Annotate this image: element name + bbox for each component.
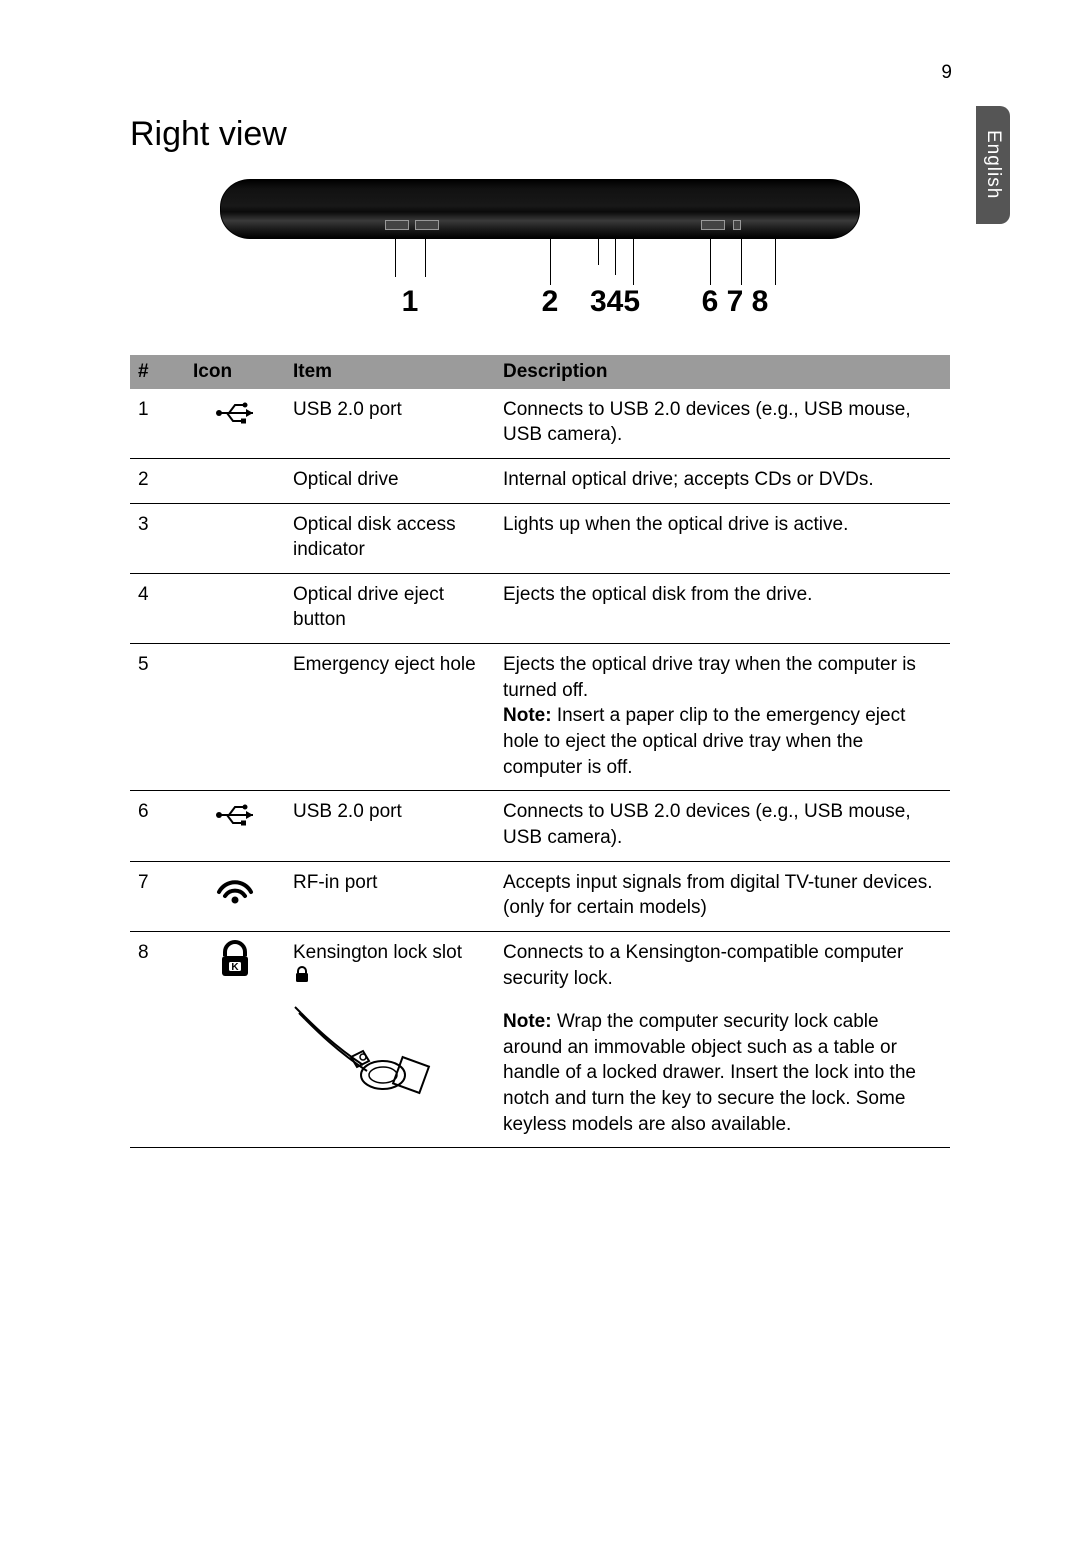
cell-icon-empty: [185, 503, 285, 573]
lock-cable-illustration: [293, 1005, 487, 1113]
cell-num: 4: [130, 573, 185, 643]
cell-num: 5: [130, 644, 185, 791]
callout-number: 2: [542, 285, 559, 319]
table-row: 4 Optical drive eject buttonEjects the op…: [130, 573, 950, 643]
callout-number: 345: [590, 285, 640, 319]
table-row: 3 Optical disk access indicatorLights up …: [130, 503, 950, 573]
callout-leader: [395, 239, 396, 277]
usb-icon: [185, 389, 285, 459]
callout-labels: 1 2 345 6 7 8: [220, 285, 860, 325]
cell-item: USB 2.0 port: [285, 389, 495, 459]
cell-num: 7: [130, 861, 185, 931]
cell-num: 1: [130, 389, 185, 459]
cell-desc: Internal optical drive; accepts CDs or D…: [495, 458, 950, 503]
right-view-diagram: 1 2 345 6 7 8: [220, 179, 860, 325]
table-row: 6 USB 2.0 portConnects to USB 2.0 devices…: [130, 791, 950, 861]
callout-leader: [615, 239, 616, 275]
table-row: 1 USB 2.0 portConnects to USB 2.0 devices…: [130, 389, 950, 459]
laptop-side-illustration: [220, 179, 860, 239]
cell-item: Kensington lock slot: [285, 931, 495, 1147]
cell-num: 8: [130, 931, 185, 1147]
ports-table: # Icon Item Description 1USB 2.0 portCon…: [130, 355, 950, 1148]
callout-number: 1: [402, 285, 419, 319]
cell-icon-empty: [185, 458, 285, 503]
port-marker: [415, 220, 439, 230]
cell-desc: Connects to USB 2.0 devices (e.g., USB m…: [495, 389, 950, 459]
port-marker: [733, 220, 741, 230]
header-num: #: [130, 355, 185, 389]
callout-leader: [741, 239, 742, 285]
header-desc: Description: [495, 355, 950, 389]
callout-leaders: [220, 239, 860, 285]
cell-item: RF-in port: [285, 861, 495, 931]
callout-leader: [710, 239, 711, 285]
cell-desc: Lights up when the optical drive is acti…: [495, 503, 950, 573]
cell-desc: Connects to a Kensington-compatible comp…: [495, 931, 950, 1147]
cell-num: 3: [130, 503, 185, 573]
language-tab: English: [976, 106, 1010, 224]
header-item: Item: [285, 355, 495, 389]
language-label: English: [982, 130, 1004, 199]
section-heading: Right view: [130, 115, 950, 154]
cell-num: 2: [130, 458, 185, 503]
table-header-row: # Icon Item Description: [130, 355, 950, 389]
callout-number: 6 7 8: [702, 285, 769, 319]
callout-leader: [425, 239, 426, 277]
cell-icon-empty: [185, 573, 285, 643]
lock-icon: [185, 931, 285, 1147]
table-row: 2 Optical driveInternal optical drive; ac…: [130, 458, 950, 503]
usb-icon: [185, 791, 285, 861]
cell-num: 6: [130, 791, 185, 861]
cell-desc: Connects to USB 2.0 devices (e.g., USB m…: [495, 791, 950, 861]
lock-small-icon: [293, 966, 311, 984]
cell-item: Emergency eject hole: [285, 644, 495, 791]
port-marker: [701, 220, 725, 230]
cell-item: Optical disk access indicator: [285, 503, 495, 573]
rf-icon: [185, 861, 285, 931]
header-icon: Icon: [185, 355, 285, 389]
callout-leader: [775, 239, 776, 285]
table-row: 7 RF-in portAccepts input signals from di…: [130, 861, 950, 931]
page-container: 9 English Right view 123456 7 8 # Icon I…: [0, 0, 1080, 1208]
port-marker: [385, 220, 409, 230]
cell-item: Optical drive: [285, 458, 495, 503]
cell-desc: Ejects the optical drive tray when the c…: [495, 644, 950, 791]
cell-item: USB 2.0 port: [285, 791, 495, 861]
table-row: 8 Kensington lock slotConnects to a Kensi…: [130, 931, 950, 1147]
cell-item: Optical drive eject button: [285, 573, 495, 643]
callout-leader: [550, 239, 551, 285]
callout-leader: [633, 239, 634, 285]
page-number: 9: [941, 62, 952, 84]
cell-desc: Ejects the optical disk from the drive.: [495, 573, 950, 643]
note-label: Note:: [503, 705, 552, 726]
cell-desc: Accepts input signals from digital TV-tu…: [495, 861, 950, 931]
callout-leader: [598, 239, 599, 265]
table-row: 5 Emergency eject holeEjects the optical …: [130, 644, 950, 791]
note-label: Note:: [503, 1011, 552, 1032]
cell-icon-empty: [185, 644, 285, 791]
